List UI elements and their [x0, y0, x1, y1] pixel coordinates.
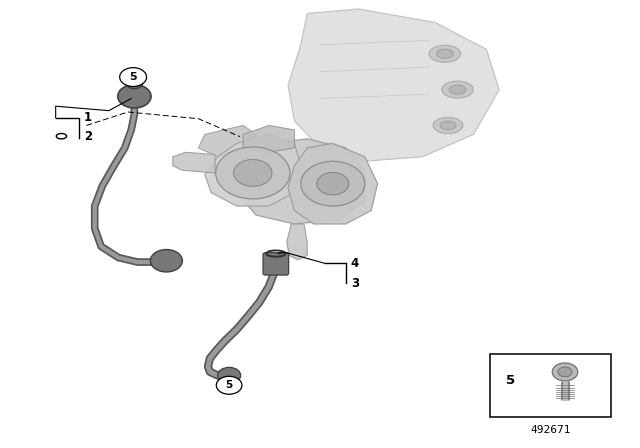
Circle shape: [126, 77, 143, 89]
Text: 5: 5: [225, 380, 233, 390]
Circle shape: [301, 161, 365, 206]
Polygon shape: [205, 134, 301, 206]
Circle shape: [558, 367, 572, 377]
Text: 2: 2: [84, 130, 92, 143]
Circle shape: [218, 367, 241, 383]
Ellipse shape: [449, 85, 466, 94]
Text: 5: 5: [129, 72, 137, 82]
Polygon shape: [237, 139, 365, 224]
Ellipse shape: [433, 117, 463, 134]
Text: 3: 3: [351, 276, 359, 290]
Circle shape: [317, 172, 349, 195]
Text: 4: 4: [351, 257, 359, 270]
FancyBboxPatch shape: [490, 354, 611, 417]
Circle shape: [216, 376, 242, 394]
Circle shape: [552, 363, 578, 381]
Ellipse shape: [440, 121, 456, 130]
Polygon shape: [173, 152, 215, 173]
Circle shape: [150, 250, 182, 272]
FancyBboxPatch shape: [263, 253, 289, 275]
Polygon shape: [288, 9, 499, 161]
Circle shape: [216, 147, 290, 199]
Polygon shape: [288, 143, 378, 224]
Polygon shape: [287, 224, 307, 260]
Text: 492671: 492671: [530, 426, 571, 435]
Polygon shape: [198, 125, 256, 157]
Ellipse shape: [442, 81, 474, 98]
Text: 5: 5: [506, 374, 515, 387]
Circle shape: [234, 159, 272, 186]
Ellipse shape: [436, 49, 453, 58]
Text: 1: 1: [84, 111, 92, 125]
Circle shape: [118, 85, 151, 108]
Circle shape: [120, 68, 147, 86]
Polygon shape: [243, 125, 294, 152]
Ellipse shape: [429, 45, 461, 62]
